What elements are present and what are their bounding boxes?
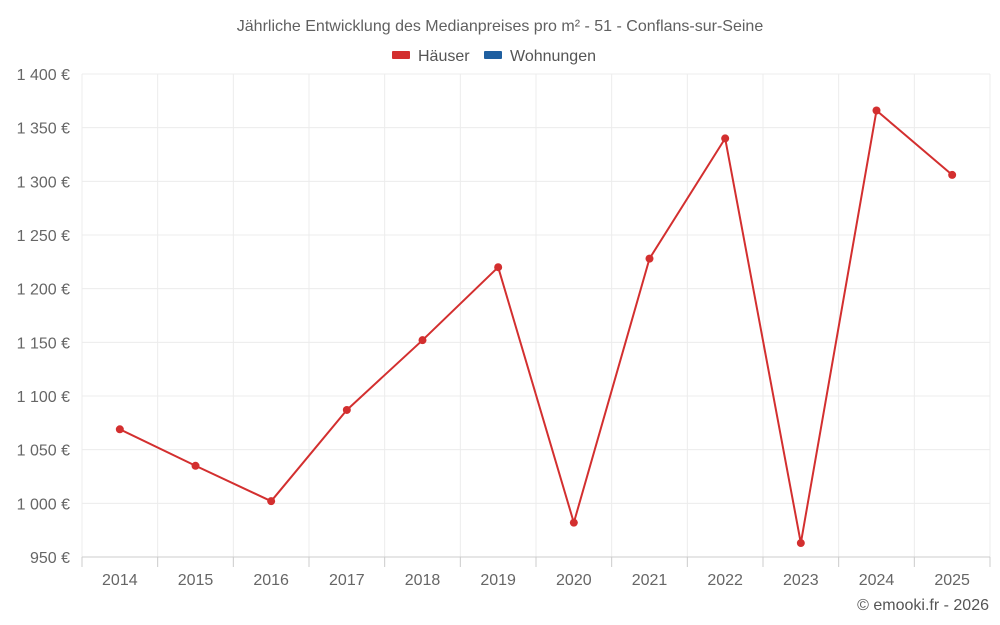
x-tick-label: 2019 [480,572,516,589]
legend-label-wohnungen: Wohnungen [510,48,596,65]
series-line-0 [119,109,953,545]
y-tick-label: 1 200 € [17,282,70,299]
data-point[interactable] [569,518,578,527]
data-point[interactable] [645,254,654,263]
x-tick-label: 2017 [329,572,365,589]
legend-item-wohnungen[interactable]: Wohnungen [484,48,596,65]
x-tick-label: 2015 [178,572,214,589]
legend-swatch-wohnungen [484,51,502,59]
data-point[interactable] [796,539,805,548]
grid [81,73,991,557]
x-tick-label: 2024 [859,572,895,589]
x-axis: 2014 2015 2016 2017 2018 2019 2020 2021 2022 2023… [81,556,991,589]
y-tick-label: 1 100 € [17,389,70,406]
y-tick-label: 1 150 € [17,335,70,352]
credit-text: © emooki.fr - 2026 [857,597,989,614]
y-tick-label: 1 000 € [17,496,70,513]
data-point[interactable] [267,497,276,506]
x-tick-label: 2023 [783,572,819,589]
data-point[interactable] [721,134,730,143]
x-tick-label: 2016 [253,572,289,589]
data-point[interactable] [872,106,881,115]
legend: Häuser Wohnungen [392,48,596,65]
y-tick-label: 1 350 € [17,121,70,138]
y-axis: 950 € 1 000 € 1 050 € 1 100 € 1 150 € 1 200 €… [17,67,70,567]
y-tick-label: 1 250 € [17,228,70,245]
y-tick-label: 950 € [30,550,70,567]
data-point[interactable] [191,461,200,470]
y-tick-label: 1 050 € [17,443,70,460]
x-tick-label: 2022 [707,572,743,589]
legend-item-haeuser[interactable]: Häuser [392,48,470,65]
series-layer [115,106,957,548]
x-tick-label: 2021 [632,572,668,589]
x-tick-label: 2018 [405,572,441,589]
legend-label-haeuser: Häuser [418,48,470,65]
data-point[interactable] [494,263,503,272]
y-tick-label: 1 300 € [17,174,70,191]
x-tick-label: 2020 [556,572,592,589]
data-point[interactable] [418,336,427,345]
legend-swatch-haeuser [392,51,410,59]
chart-title: Jährliche Entwicklung des Medianpreises … [237,18,764,35]
data-point[interactable] [342,405,351,414]
data-point[interactable] [948,170,957,179]
data-point[interactable] [115,425,124,434]
y-tick-label: 1 400 € [17,67,70,84]
x-tick-label: 2025 [934,572,970,589]
x-tick-label: 2014 [102,572,138,589]
